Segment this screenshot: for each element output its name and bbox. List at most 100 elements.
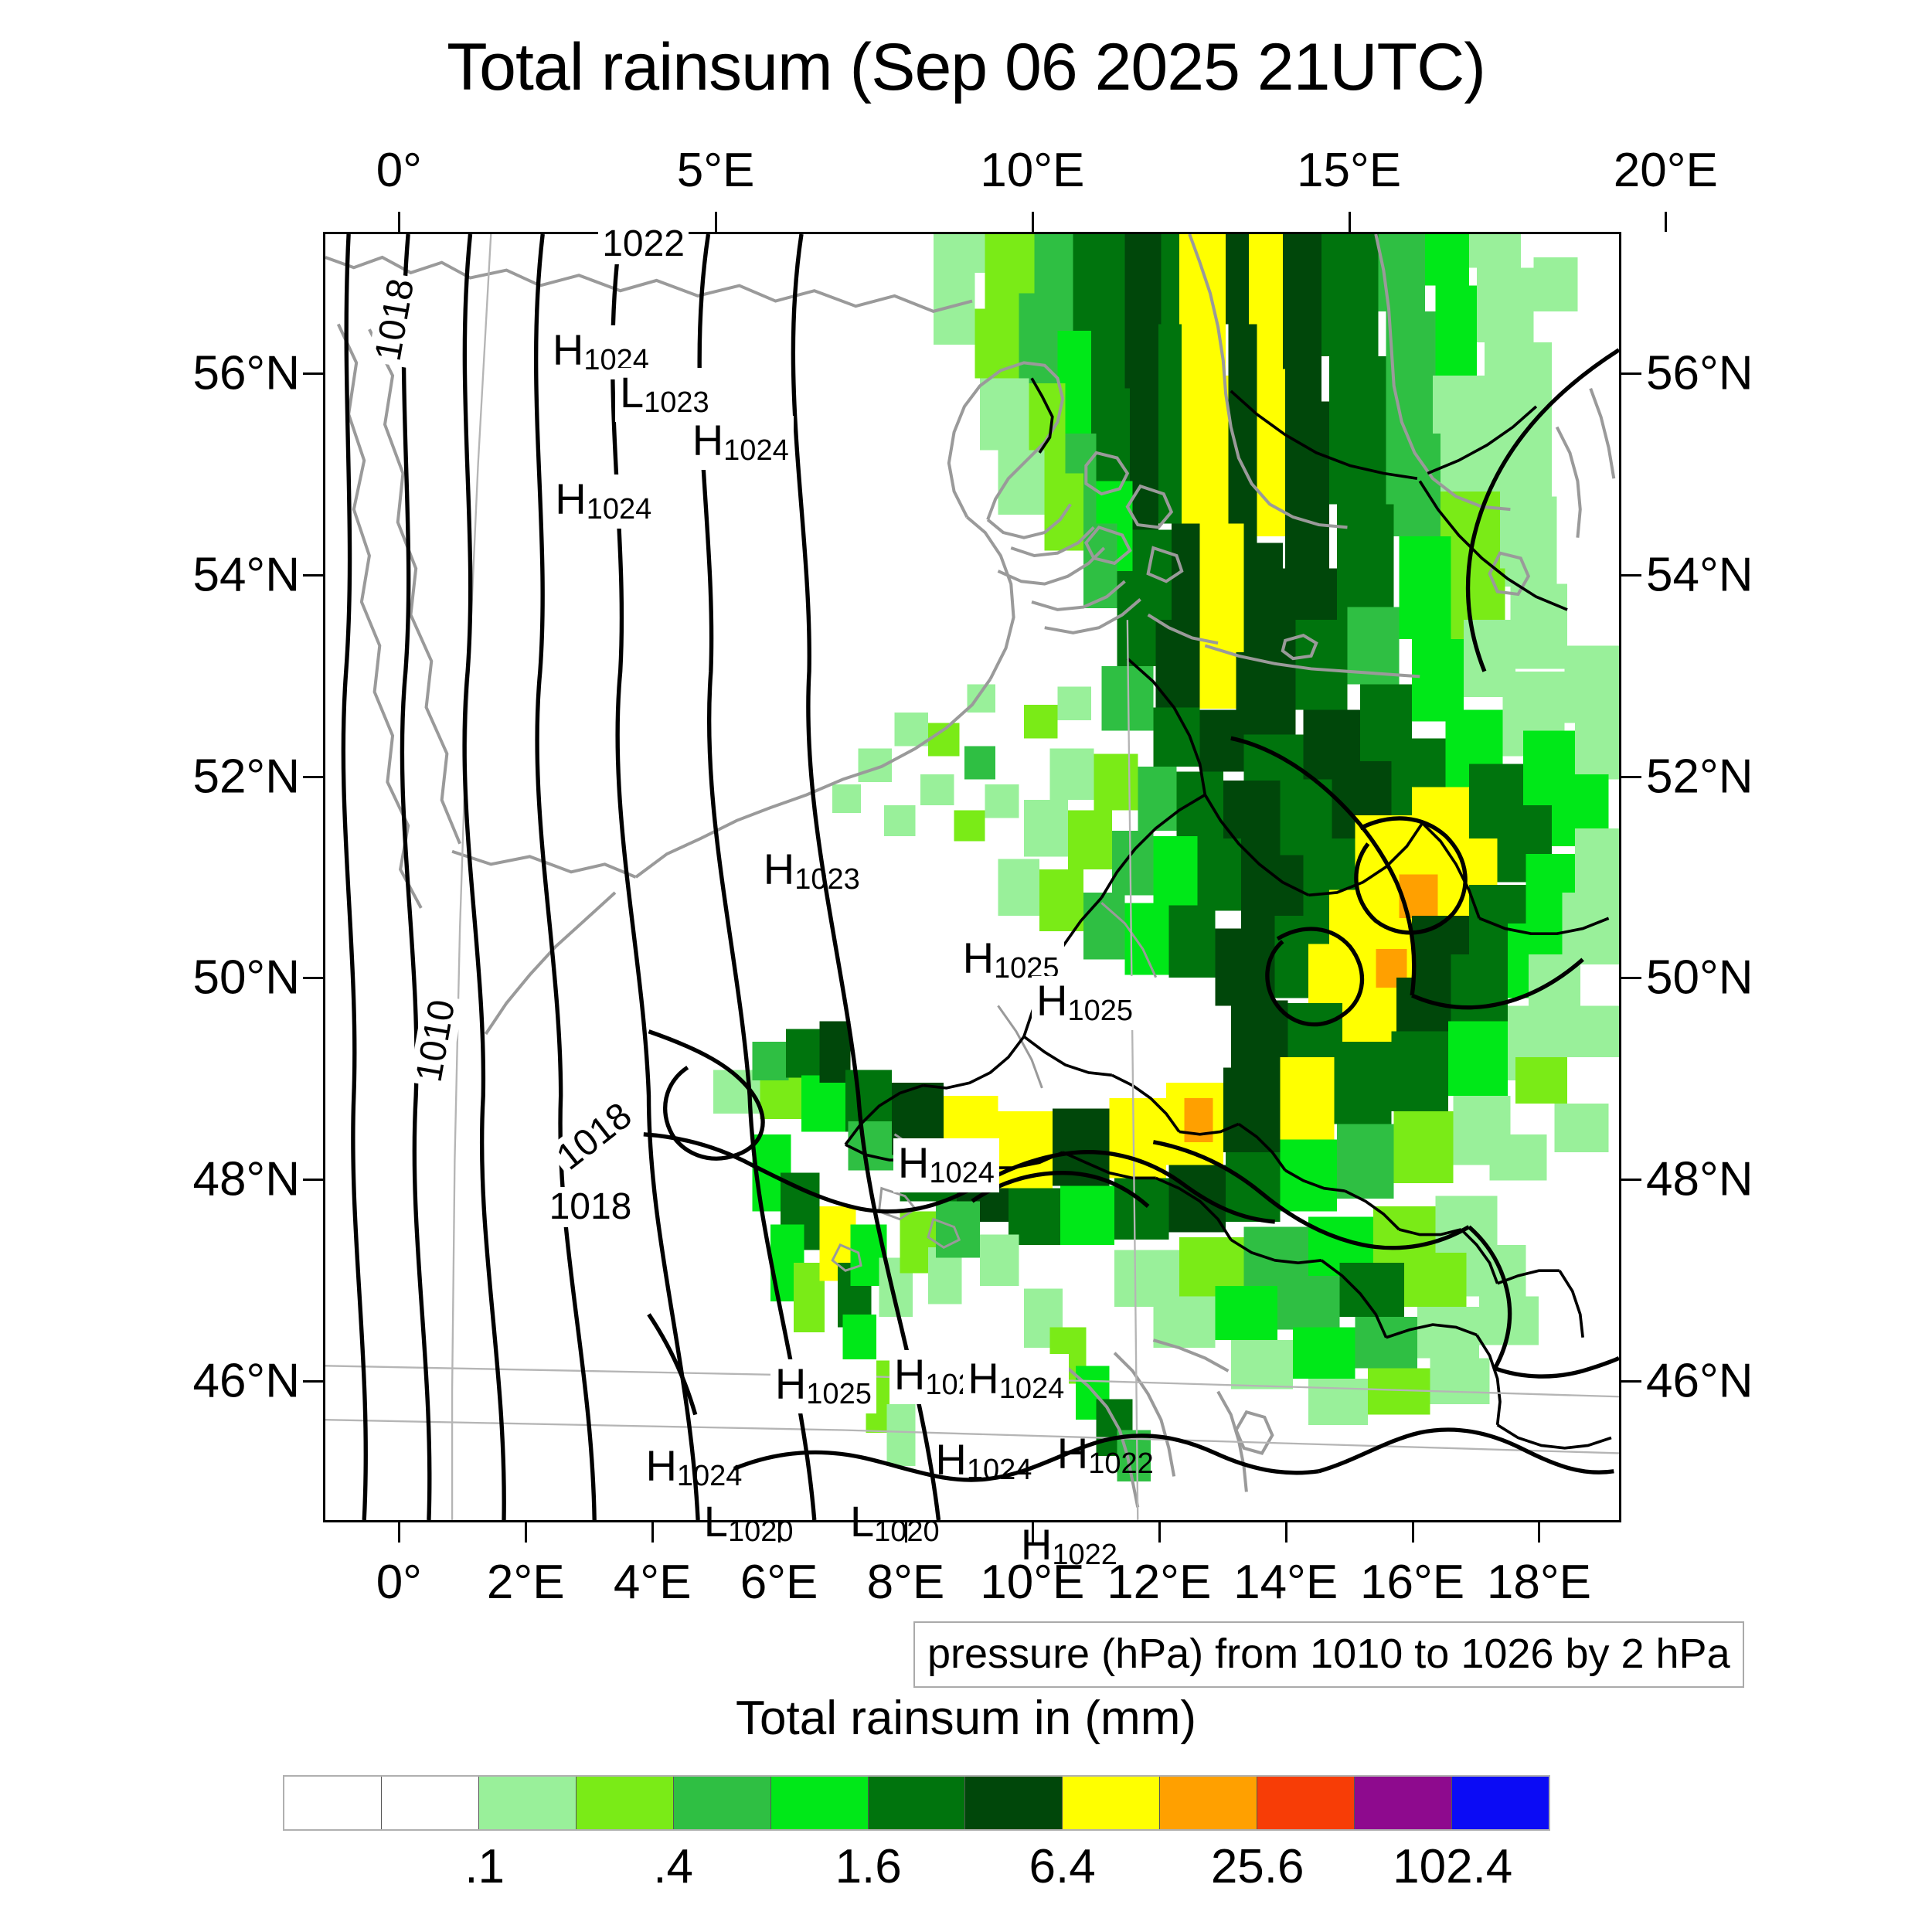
pressure-system-label: H1024 xyxy=(687,415,794,470)
axis-tick-mark xyxy=(1621,775,1641,778)
pressure-legend-box: pressure (hPa) from 1010 to 1026 by 2 hP… xyxy=(913,1621,1744,1688)
axis-tick-mark xyxy=(904,1522,907,1543)
pressure-system-type: H xyxy=(552,325,584,375)
colorbar-cell xyxy=(576,1777,674,1829)
axis-tick-label: 54°N xyxy=(1646,548,1753,602)
colorbar-tick-label: .1 xyxy=(451,1840,505,1893)
axis-tick-mark xyxy=(1621,977,1641,980)
pressure-system-label: H1024 xyxy=(550,474,657,529)
axis-tick-label: 15°E xyxy=(1297,144,1402,197)
axis-tick-mark xyxy=(715,212,718,232)
axis-tick-label: 10°E xyxy=(980,1556,1085,1609)
pressure-system-type: H xyxy=(1036,976,1068,1026)
pressure-system-value: 1024 xyxy=(929,1156,995,1189)
colorbar-tick-labels: .1 .4 1.6 6.4 25.6 102.4 xyxy=(283,1839,1550,1901)
axis-tick-label: 56°N xyxy=(1646,346,1753,400)
pressure-system-value: 1022 xyxy=(1052,1539,1117,1571)
axis-tick-mark xyxy=(1621,1179,1641,1182)
colorbar-tick-label: .4 xyxy=(653,1840,693,1893)
colorbar-cell xyxy=(478,1777,577,1829)
axis-tick-mark xyxy=(1621,573,1641,577)
colorbar-cell xyxy=(868,1777,966,1829)
pressure-system-label: H1024 xyxy=(641,1441,747,1495)
axis-tick-label: 0° xyxy=(376,1556,422,1609)
pressure-system-type: H xyxy=(1020,1520,1053,1569)
pressure-system-type: H xyxy=(774,1359,807,1408)
axis-tick-label: 8°E xyxy=(866,1556,945,1609)
colorbar-cell xyxy=(1355,1777,1453,1829)
axis-tick-label: 46°N xyxy=(192,1354,300,1408)
axis-tick-mark xyxy=(1621,1380,1641,1383)
axis-tick-mark xyxy=(1348,212,1351,232)
pressure-system-label: H1024 xyxy=(930,1435,1036,1489)
axis-tick-label: 46°N xyxy=(1646,1354,1753,1408)
axis-tick-mark xyxy=(1538,1522,1541,1543)
precipitation-raster xyxy=(713,234,1619,1482)
axis-tick-label: 12°E xyxy=(1107,1556,1212,1609)
axis-tick-mark xyxy=(525,1522,528,1543)
pressure-system-label: L1023 xyxy=(614,368,714,423)
colorbar-tick-label: 102.4 xyxy=(1393,1840,1513,1893)
colorbar-tick-label: 1.6 xyxy=(835,1840,902,1893)
graticule-layer xyxy=(325,234,1619,1520)
pressure-system-type: H xyxy=(692,415,724,464)
pressure-system-type: H xyxy=(763,845,795,894)
axis-tick-mark xyxy=(1411,1522,1414,1543)
axis-tick-label: 50°N xyxy=(192,951,300,1005)
pressure-system-label: H1025 xyxy=(957,934,1064,988)
pressure-system-value: 1025 xyxy=(1067,995,1133,1028)
axis-tick-mark xyxy=(303,1380,323,1383)
axis-tick-label: 4°E xyxy=(613,1556,692,1609)
colorbar-cell xyxy=(1160,1777,1258,1829)
pressure-system-type: H xyxy=(968,1354,999,1403)
axis-tick-label: 20°E xyxy=(1613,144,1718,197)
colorbar-cell xyxy=(284,1777,382,1829)
colorbar-cell xyxy=(381,1777,479,1829)
pressure-system-value: 1024 xyxy=(723,434,789,467)
pressure-system-value: 1024 xyxy=(966,1454,1032,1487)
pressure-system-type: H xyxy=(897,1138,930,1187)
pressure-system-type: L xyxy=(703,1497,728,1546)
axis-tick-label: 48°N xyxy=(192,1152,300,1206)
axis-tick-label: 2°E xyxy=(486,1556,565,1609)
axis-tick-label: 48°N xyxy=(1646,1152,1753,1206)
pressure-system-label: L1020 xyxy=(845,1497,944,1551)
pressure-system-type: H xyxy=(893,1350,926,1400)
axis-tick-label: 56°N xyxy=(192,346,300,400)
axis-tick-mark xyxy=(303,977,323,980)
pressure-system-value: 1022 xyxy=(1088,1447,1154,1480)
pressure-system-value: 1023 xyxy=(794,863,860,896)
colorbar-tick-label: 25.6 xyxy=(1210,1840,1304,1893)
axis-tick-mark xyxy=(1031,1522,1034,1543)
pressure-system-type: H xyxy=(645,1441,677,1491)
axis-tick-label: 0° xyxy=(376,144,422,197)
coastline-layer xyxy=(325,234,1616,1508)
axis-tick-mark xyxy=(651,1522,655,1543)
pressure-system-label: H1025 xyxy=(1032,976,1138,1031)
colorbar-cell xyxy=(1452,1777,1549,1829)
pressure-system-label: H1023 xyxy=(759,845,865,899)
pressure-system-value: 1024 xyxy=(998,1372,1065,1406)
axis-tick-mark xyxy=(1665,212,1668,232)
axis-tick-mark xyxy=(1031,212,1034,232)
pressure-system-type: H xyxy=(1056,1428,1089,1478)
axis-tick-mark xyxy=(778,1522,781,1543)
colorbar-cell xyxy=(673,1777,771,1829)
colorbar-cell xyxy=(1257,1777,1355,1829)
pressure-system-label: H1022 xyxy=(1053,1429,1158,1483)
axis-tick-label: 52°N xyxy=(192,750,300,804)
colorbar-tick-label: 6.4 xyxy=(1029,1840,1096,1893)
pressure-system-type: L xyxy=(619,368,645,417)
pressure-system-type: H xyxy=(935,1435,967,1485)
pressure-system-label: H1024 xyxy=(963,1354,1070,1409)
contour-value-label: 1022 xyxy=(598,223,689,264)
axis-tick-label: 50°N xyxy=(1646,951,1753,1005)
axis-tick-label: 52°N xyxy=(1646,750,1753,804)
axis-tick-mark xyxy=(1158,1522,1161,1543)
axis-tick-label: 14°E xyxy=(1233,1556,1338,1609)
colorbar-cell xyxy=(1063,1777,1161,1829)
axis-tick-mark xyxy=(398,212,401,232)
pressure-system-value: 1025 xyxy=(806,1378,872,1410)
colorbar-title: Total rainsum in (mm) xyxy=(736,1692,1196,1745)
